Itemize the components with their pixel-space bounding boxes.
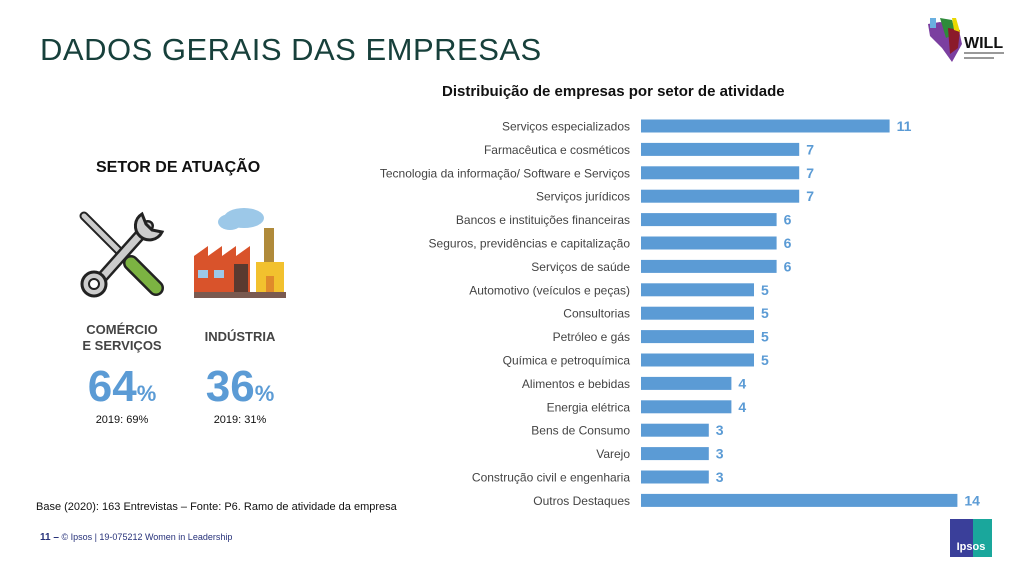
category-label: Petróleo e gás	[553, 330, 630, 344]
bar	[641, 470, 709, 484]
data-label: 5	[761, 282, 769, 298]
category-label: Alimentos e bebidas	[522, 377, 630, 391]
data-label: 7	[806, 141, 814, 157]
category-label: Serviços especializados	[502, 120, 630, 134]
data-label: 7	[806, 188, 814, 204]
category-label: Outros Destaques	[533, 494, 630, 508]
data-label: 3	[716, 422, 724, 438]
data-label: 11	[897, 118, 912, 134]
label-line: COMÉRCIO	[86, 322, 158, 337]
sector-pct-industria: 36%	[188, 362, 292, 412]
bar	[641, 142, 800, 156]
base-note: Base (2020): 163 Entrevistas – Fonte: P6…	[36, 501, 397, 513]
label-line: E SERVIÇOS	[82, 338, 162, 353]
category-label: Automotivo (veículos e peças)	[469, 283, 630, 297]
footer: 11 – © Ipsos | 19-075212 Women in Leader…	[40, 532, 232, 543]
bar	[641, 400, 732, 414]
data-label: 6	[784, 235, 792, 251]
pct-unit: %	[254, 381, 275, 406]
bar	[641, 376, 732, 390]
data-label: 5	[761, 329, 769, 345]
data-label: 5	[761, 352, 769, 368]
category-label: Química e petroquímica	[503, 354, 631, 368]
previous-industria: 2019: 31%	[213, 414, 267, 426]
category-label: Varejo	[596, 447, 630, 461]
bar	[641, 259, 777, 273]
bar	[641, 283, 754, 297]
data-label: 14	[964, 492, 980, 508]
category-label: Bancos e instituições financeiras	[456, 213, 630, 227]
pct-value: 64	[87, 362, 137, 411]
bar	[641, 493, 958, 507]
category-label: Tecnologia da informação/ Software e Ser…	[380, 166, 630, 180]
sector-label-industria: INDÚSTRIA	[188, 329, 292, 345]
svg-text:WILL: WILL	[964, 35, 1003, 52]
bar	[641, 306, 754, 320]
will-logo: WILL	[928, 18, 1004, 62]
sector-label-comercio: COMÉRCIO E SERVIÇOS	[70, 322, 174, 354]
category-label: Construção civil e engenharia	[472, 471, 630, 485]
category-label: Farmacêutica e cosméticos	[484, 143, 630, 157]
chart-title: Distribuição de empresas por setor de at…	[442, 83, 785, 100]
label-line: INDÚSTRIA	[204, 329, 276, 344]
bar	[641, 119, 890, 133]
sector-pct-comercio: 64%	[70, 362, 174, 412]
bar	[641, 423, 709, 437]
data-label: 4	[738, 399, 746, 415]
wrench-screwdriver-icon	[79, 211, 165, 298]
category-label: Serviços jurídicos	[536, 190, 630, 204]
bar	[641, 353, 754, 367]
bar	[641, 447, 709, 461]
data-label: 3	[716, 469, 724, 485]
data-label: 4	[738, 375, 746, 391]
category-label: Serviços de saúde	[531, 260, 630, 274]
pct-unit: %	[136, 381, 157, 406]
factory-icon	[194, 208, 286, 298]
category-label: Consultorias	[563, 307, 630, 321]
bar	[641, 189, 800, 203]
pct-value: 36	[205, 362, 255, 411]
bar	[641, 166, 800, 180]
category-label: Bens de Consumo	[531, 424, 630, 438]
data-label: 3	[716, 446, 724, 462]
previous-comercio: 2019: 69%	[95, 414, 149, 426]
footer-text: © Ipsos | 19-075212 Women in Leadership	[61, 532, 233, 542]
data-label: 6	[784, 212, 792, 228]
sector-title: SETOR DE ATUAÇÃO	[96, 159, 261, 176]
data-label: 6	[784, 258, 792, 274]
page-number: 11 –	[40, 532, 59, 543]
data-label: 5	[761, 305, 769, 321]
ipsos-logo: Ipsos	[950, 519, 992, 557]
bar	[641, 330, 754, 344]
category-label: Energia elétrica	[547, 400, 631, 414]
bar	[641, 236, 777, 250]
bar	[641, 213, 777, 227]
page-title: DADOS GERAIS DAS EMPRESAS	[40, 32, 542, 67]
category-label: Seguros, previdências e capitalização	[429, 237, 631, 251]
data-label: 7	[806, 165, 814, 181]
